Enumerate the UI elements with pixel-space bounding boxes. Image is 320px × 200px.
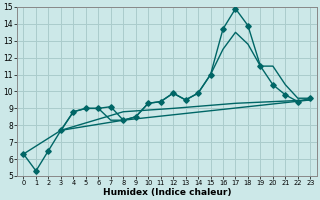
X-axis label: Humidex (Indice chaleur): Humidex (Indice chaleur)	[103, 188, 231, 197]
